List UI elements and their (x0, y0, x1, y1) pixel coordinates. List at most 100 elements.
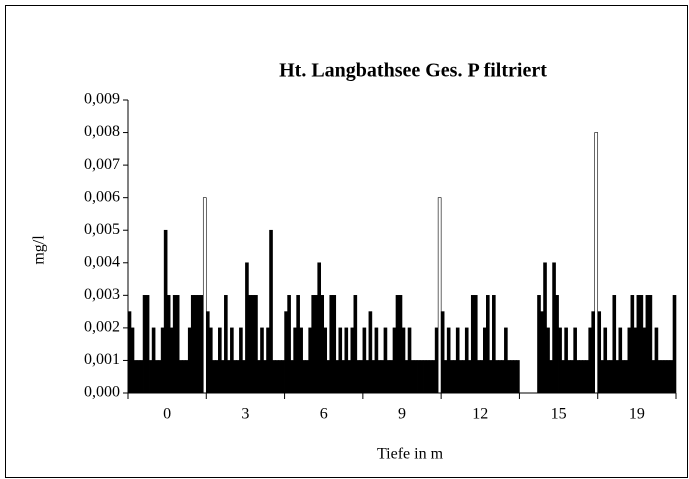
bar (187, 327, 192, 394)
bar (383, 327, 388, 394)
bar (585, 360, 589, 394)
bar (157, 360, 162, 394)
bar (160, 327, 165, 394)
bar (175, 295, 180, 394)
bar (495, 360, 499, 394)
bar (507, 360, 511, 394)
bar (236, 360, 240, 394)
bar (606, 360, 611, 394)
bar (205, 311, 210, 394)
bar (172, 295, 177, 394)
x-tick-label: 6 (320, 406, 328, 423)
bar (145, 295, 150, 394)
y-tick-label: 0,009 (84, 91, 120, 108)
bar (130, 327, 135, 394)
bar (467, 360, 472, 394)
bar (184, 360, 189, 394)
bar (335, 360, 340, 394)
bar (492, 295, 496, 394)
bar (618, 327, 623, 394)
bar (136, 360, 141, 394)
bar (413, 360, 418, 394)
bar (269, 229, 273, 394)
bar (148, 360, 153, 394)
bar (196, 295, 201, 394)
bar (287, 295, 291, 394)
bar (573, 327, 577, 394)
bar (341, 360, 346, 394)
bar (299, 327, 303, 394)
bar (290, 360, 294, 394)
bar (166, 295, 171, 394)
bar (660, 360, 665, 394)
bar (624, 360, 629, 394)
bar (320, 295, 325, 394)
y-axis-title: mg/l (31, 235, 48, 265)
bar (434, 327, 439, 394)
bar (317, 262, 322, 394)
bar (278, 360, 282, 394)
bar (669, 360, 674, 394)
bar (672, 295, 677, 394)
bar (365, 360, 370, 394)
bar (582, 360, 586, 394)
bar (600, 360, 605, 394)
bar (476, 360, 481, 394)
bar (380, 360, 385, 394)
bar (350, 327, 355, 394)
bar (154, 360, 159, 394)
bar (142, 295, 147, 394)
bar (657, 360, 662, 394)
bar (386, 360, 391, 394)
bar (169, 327, 174, 394)
bar (546, 327, 550, 394)
bar (464, 327, 469, 394)
bar (437, 197, 442, 394)
bar (416, 360, 421, 394)
bar (347, 360, 352, 394)
bar (404, 360, 409, 394)
bar (422, 360, 427, 394)
bar (576, 360, 580, 394)
bar (579, 360, 583, 394)
y-tick-label: 0,001 (84, 351, 120, 368)
bar (446, 327, 451, 394)
bar (311, 295, 315, 394)
bar (221, 360, 225, 394)
bar (248, 295, 252, 394)
chart-border (5, 5, 688, 478)
bar (401, 327, 406, 394)
bar (230, 327, 234, 394)
bar (452, 360, 457, 394)
bar (648, 295, 653, 394)
bar (561, 360, 565, 394)
bar (425, 360, 430, 394)
bar (202, 197, 207, 394)
bar (329, 295, 334, 394)
bar (338, 327, 343, 394)
y-tick-label: 0,003 (84, 286, 120, 303)
bar (564, 327, 568, 394)
bar (377, 360, 382, 394)
bar (323, 327, 328, 394)
x-tick-label: 15 (551, 406, 567, 423)
bar (639, 295, 644, 394)
bar (302, 360, 306, 394)
bar (407, 327, 412, 394)
bar (630, 295, 635, 394)
bar (389, 360, 394, 394)
bar (359, 360, 364, 394)
y-tick-label: 0,008 (84, 123, 120, 140)
bar (368, 311, 373, 394)
bar (392, 327, 397, 394)
x-tick-label: 3 (241, 406, 249, 423)
bar (344, 327, 349, 394)
y-tick-label: 0,004 (84, 253, 120, 270)
bar (356, 360, 361, 394)
bar (139, 360, 144, 394)
bar (281, 360, 285, 394)
bar (193, 295, 198, 394)
x-tick-label: 19 (629, 406, 645, 423)
bar (633, 327, 638, 394)
